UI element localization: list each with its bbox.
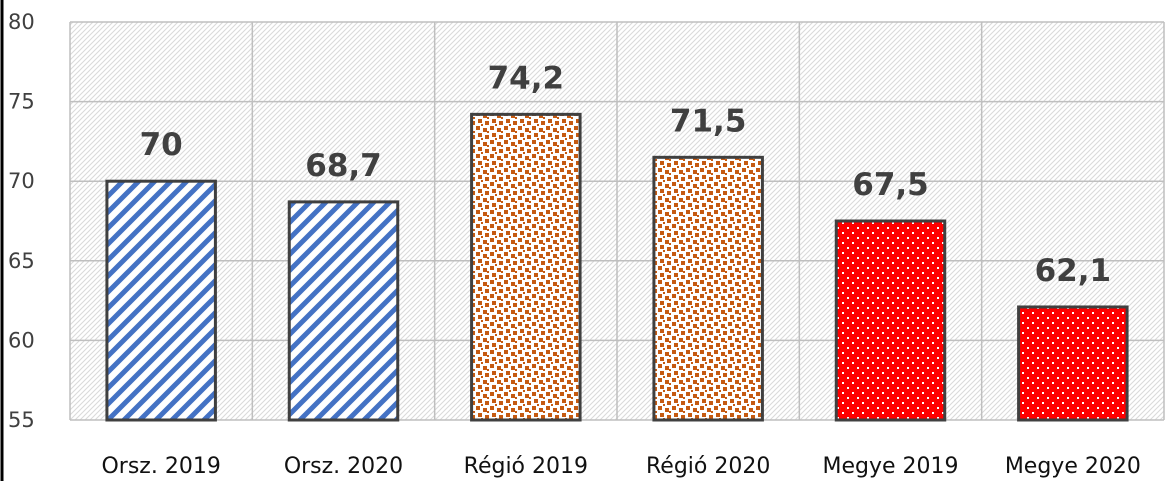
data-label: 67,5: [852, 167, 929, 203]
bar-3: [470, 112, 582, 422]
x-tick-label: Régió 2019: [464, 454, 588, 479]
data-label: 70: [140, 127, 183, 163]
y-tick-label: 55: [8, 408, 35, 432]
y-tick-label: 80: [8, 10, 35, 34]
bar-4: [652, 155, 764, 422]
y-tick-label: 65: [8, 249, 35, 273]
bar-1: [105, 179, 217, 422]
data-label: 71,5: [670, 103, 747, 139]
data-label: 62,1: [1035, 253, 1112, 289]
bar-2: [287, 200, 400, 422]
data-label: 68,7: [305, 148, 382, 184]
bar-6: [1017, 305, 1129, 422]
x-tick-label: Orsz. 2019: [101, 454, 220, 479]
x-tick-label: Orsz. 2020: [284, 454, 403, 479]
bar-5: [834, 219, 947, 422]
y-tick-label: 60: [8, 328, 35, 352]
x-tick-label: Megye 2020: [1005, 454, 1141, 479]
x-tick-label: Régió 2020: [646, 454, 770, 479]
x-tick-label: Megye 2019: [822, 454, 958, 479]
y-tick-label: 70: [8, 169, 35, 193]
y-tick-label: 75: [8, 90, 35, 114]
data-label: 74,2: [488, 60, 565, 96]
